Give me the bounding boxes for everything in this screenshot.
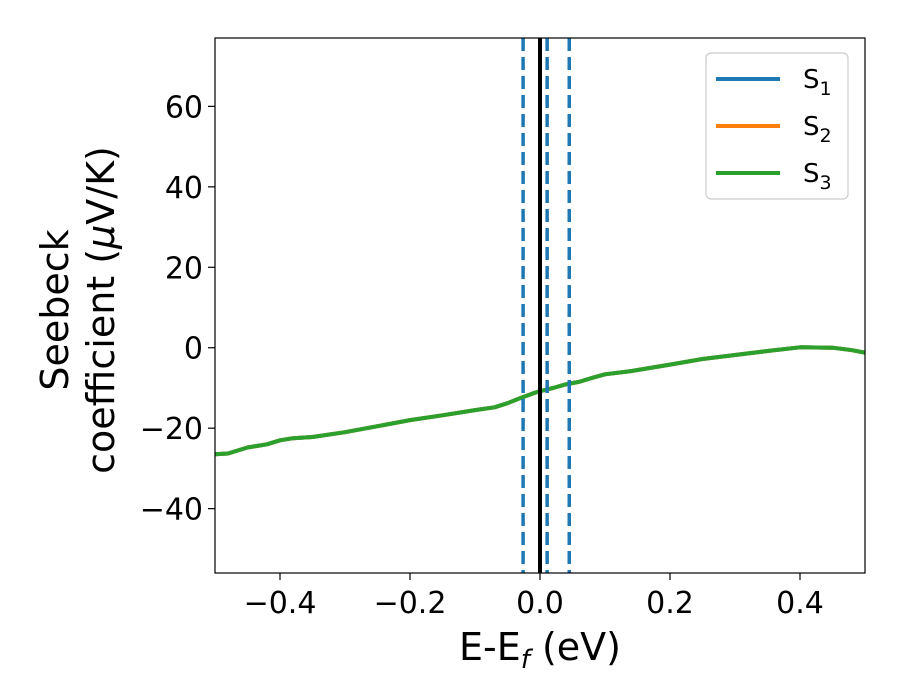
y-axis-label: Seebeck coefficient (μV/K) (33, 146, 123, 474)
y-tick-label: 0 (184, 332, 203, 367)
legend-label-s3: S3 (803, 159, 832, 194)
x-ticks: −0.4 −0.2 0.0 0.2 0.4 (244, 573, 824, 621)
y-tick-label: 40 (165, 171, 203, 206)
y-ticks: −40 −20 0 20 40 60 (140, 90, 215, 528)
x-tick-label: −0.4 (244, 586, 317, 621)
y-axis-label-pre: coefficient ( (79, 249, 123, 474)
x-axis-label-tail: (eV) (530, 625, 621, 669)
x-axis-label: E-Ef (eV) (459, 625, 621, 675)
y-axis-label-post: V/K) (79, 146, 123, 225)
x-tick-label: 0.0 (516, 586, 564, 621)
vline-layer (521, 38, 571, 573)
y-tick-label: −40 (140, 493, 203, 528)
y-tick-label: 60 (165, 90, 203, 125)
x-tick-label: −0.2 (374, 586, 447, 621)
legend-label-s1: S1 (803, 65, 832, 100)
y-axis-label-line2: coefficient (μV/K) (79, 146, 123, 474)
series-line-s3 (215, 345, 865, 457)
y-axis-label-line1: Seebeck (33, 229, 77, 390)
legend: S1 S2 S3 (705, 52, 849, 200)
x-axis-label-base: E-E (459, 625, 521, 669)
x-tick-label: 0.2 (646, 586, 694, 621)
y-axis-label-mu: μ (79, 225, 123, 250)
y-tick-label: −20 (140, 412, 203, 447)
x-tick-label: 0.4 (776, 586, 824, 621)
series-layer (215, 345, 865, 457)
y-tick-label: 20 (165, 251, 203, 286)
legend-label-s2: S2 (803, 112, 832, 147)
